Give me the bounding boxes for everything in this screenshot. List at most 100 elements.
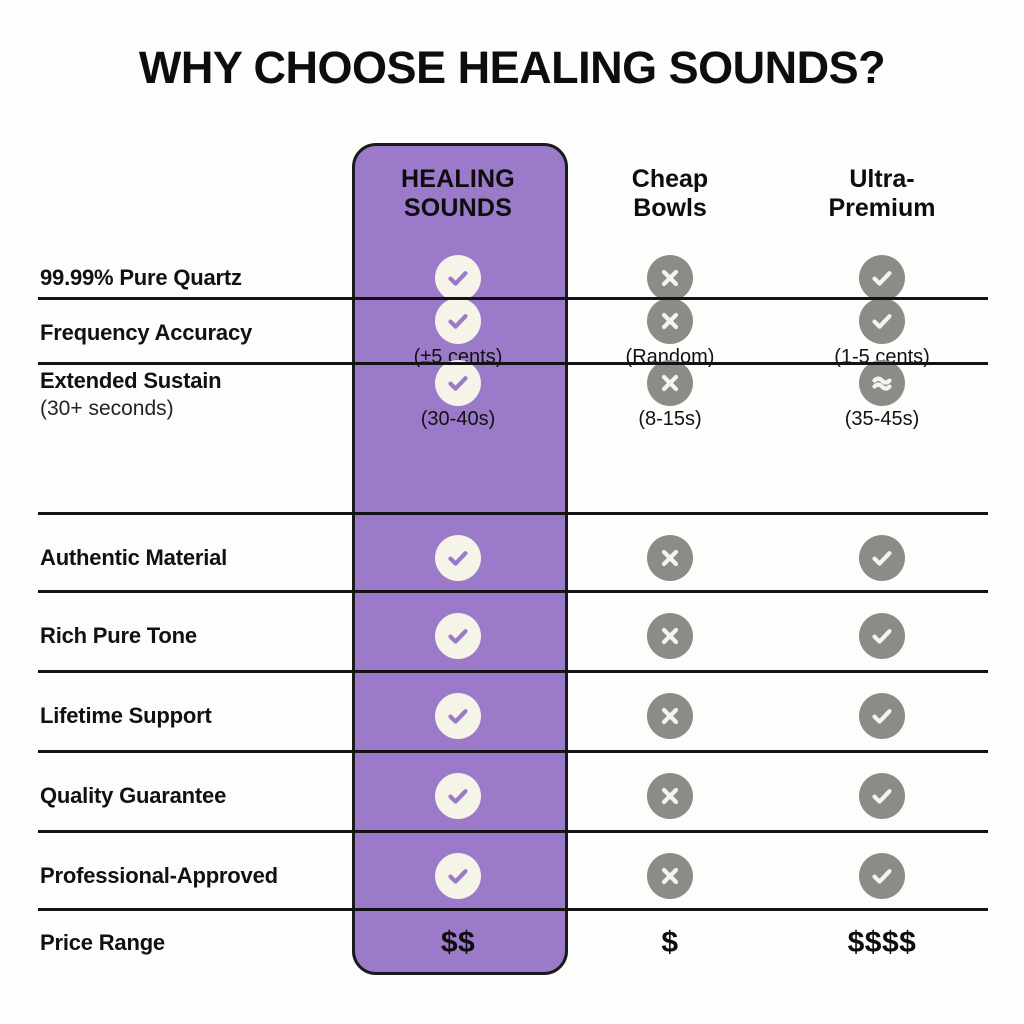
feature-label-main: Extended Sustain	[40, 368, 222, 394]
cell-ultra	[776, 773, 988, 819]
check-icon	[859, 853, 905, 899]
row-divider	[38, 670, 988, 673]
check-icon	[859, 254, 905, 301]
feature-label: Authentic Material	[38, 545, 352, 571]
table-header-row: HEALING SOUNDS Cheap Bowls Ultra- Premiu…	[38, 155, 988, 260]
header-ultra-line1: Ultra-	[849, 165, 915, 193]
check-icon	[435, 297, 481, 344]
cell-ultra: (1-5 cents)	[776, 297, 988, 368]
cell-ultra	[776, 853, 988, 899]
feature-label-main: Lifetime Support	[40, 703, 212, 729]
check-icon	[859, 693, 905, 739]
cell-healing	[352, 613, 564, 659]
table-row: Extended Sustain (30+ seconds) (30-40s) (8-…	[38, 360, 988, 430]
cell-cheap	[564, 613, 776, 659]
feature-label: 99.99% Pure Quartz	[38, 265, 352, 291]
row-divider	[38, 297, 988, 300]
cell-ultra	[776, 254, 988, 301]
header-healing-line2: SOUNDS	[403, 194, 513, 222]
feature-label: Quality Guarantee	[38, 783, 352, 809]
check-icon	[435, 613, 481, 659]
row-divider	[38, 830, 988, 833]
feature-label: Price Range	[38, 930, 352, 956]
cross-icon	[647, 254, 693, 301]
check-icon	[435, 535, 481, 581]
row-divider	[38, 750, 988, 753]
table-row: Professional-Approved	[38, 845, 988, 907]
row-divider	[38, 908, 988, 911]
cell-sub-value: (30-40s)	[420, 408, 496, 430]
check-icon	[435, 693, 481, 739]
feature-label-main: Price Range	[40, 930, 165, 956]
check-icon	[859, 613, 905, 659]
feature-label-main: Rich Pure Tone	[40, 623, 197, 649]
cell-cheap	[564, 254, 776, 301]
table-row: 99.99% Pure Quartz	[38, 254, 988, 301]
check-icon	[435, 773, 481, 819]
feature-label-sub: (30+ seconds)	[40, 397, 174, 421]
table-row: Rich Pure Tone	[38, 605, 988, 667]
feature-label-main: Quality Guarantee	[40, 783, 227, 809]
cell-healing	[352, 254, 564, 301]
cell-healing	[352, 853, 564, 899]
cell-cheap: (Random)	[564, 297, 776, 368]
cell-healing	[352, 693, 564, 739]
cell-sub-value: (35-45s)	[844, 408, 920, 430]
cell-ultra	[776, 535, 988, 581]
check-icon	[435, 254, 481, 301]
table-row: Authentic Material	[38, 527, 988, 589]
cell-cheap	[564, 535, 776, 581]
feature-label: Lifetime Support	[38, 703, 352, 729]
header-healing-sounds: HEALING SOUNDS	[352, 155, 564, 223]
header-cheap-bowls: Cheap Bowls	[564, 155, 776, 223]
table-row: Price Range $$ $ $$$$	[38, 912, 988, 974]
cross-icon	[647, 297, 693, 344]
feature-label: Rich Pure Tone	[38, 623, 352, 649]
feature-label: Frequency Accuracy	[38, 320, 352, 346]
check-icon	[859, 535, 905, 581]
header-cheap-line1: Cheap	[631, 165, 709, 193]
row-divider	[38, 362, 988, 365]
feature-label: Professional-Approved	[38, 863, 352, 889]
row-divider	[38, 590, 988, 593]
feature-label-main: Frequency Accuracy	[40, 319, 253, 345]
cell-cheap	[564, 773, 776, 819]
check-icon	[859, 297, 905, 344]
cell-healing	[352, 773, 564, 819]
cell-cheap	[564, 853, 776, 899]
price-value: $	[661, 926, 679, 959]
cell-ultra: (35-45s)	[776, 360, 988, 430]
cross-icon	[647, 773, 693, 819]
price-value: $$$$	[847, 926, 917, 959]
cross-icon	[647, 693, 693, 739]
cell-healing	[352, 535, 564, 581]
table-row: Lifetime Support	[38, 685, 988, 747]
cross-icon	[647, 853, 693, 899]
cell-cheap: (8-15s)	[564, 360, 776, 430]
cell-healing: (±5 cents)	[352, 297, 564, 368]
cross-icon	[647, 613, 693, 659]
cell-ultra	[776, 613, 988, 659]
feature-label: Extended Sustain (30+ seconds)	[38, 368, 352, 421]
cell-healing: (30-40s)	[352, 360, 564, 430]
page-title: WHY CHOOSE HEALING SOUNDS?	[138, 42, 886, 93]
row-divider	[38, 512, 988, 515]
header-ultra-line2: Premium	[828, 194, 936, 222]
feature-label-main: Professional-Approved	[40, 863, 278, 889]
cross-icon	[647, 535, 693, 581]
feature-label-main: Authentic Material	[40, 545, 228, 571]
check-icon	[435, 360, 481, 406]
cell-ultra	[776, 693, 988, 739]
cell-cheap: $	[564, 928, 776, 958]
header-ultra-premium: Ultra- Premium	[776, 155, 988, 223]
cell-healing: $$	[352, 928, 564, 958]
header-cheap-line2: Bowls	[633, 194, 707, 222]
table-row: Quality Guarantee	[38, 765, 988, 827]
cell-ultra: $$$$	[776, 928, 988, 958]
price-value: $$	[440, 926, 476, 959]
cell-sub-value: (8-15s)	[638, 408, 702, 430]
cell-cheap	[564, 693, 776, 739]
feature-label-main: 99.99% Pure Quartz	[40, 264, 242, 290]
check-icon	[435, 853, 481, 899]
